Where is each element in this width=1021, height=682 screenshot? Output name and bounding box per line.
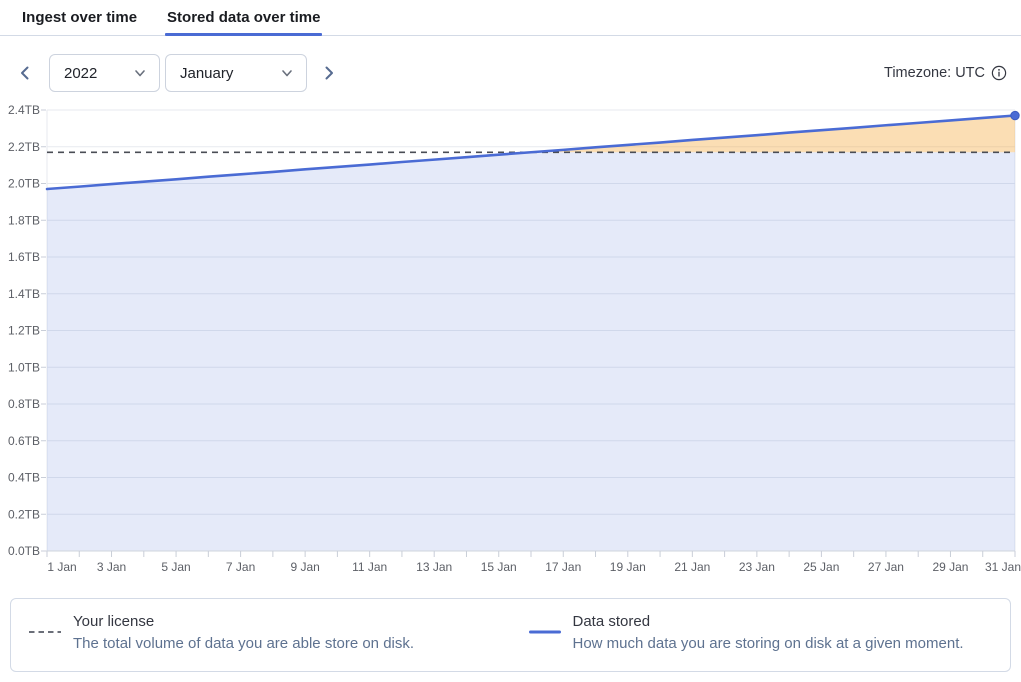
tab-stored-data-over-time[interactable]: Stored data over time (165, 0, 323, 36)
chevron-down-icon (280, 66, 294, 80)
svg-text:19 Jan: 19 Jan (610, 560, 646, 574)
legend-item-your-license: Your license The total volume of data yo… (11, 612, 511, 654)
svg-text:1.0TB: 1.0TB (8, 360, 40, 374)
timezone-label: Timezone: UTC (884, 65, 985, 81)
svg-text:2.4TB: 2.4TB (8, 103, 40, 117)
chevron-down-icon (133, 66, 147, 80)
svg-text:13 Jan: 13 Jan (416, 560, 452, 574)
svg-text:17 Jan: 17 Jan (545, 560, 581, 574)
month-select-value: January (180, 64, 234, 82)
svg-text:3 Jan: 3 Jan (97, 560, 126, 574)
legend-item-data-stored: Data stored How much data you are storin… (511, 612, 1011, 654)
timezone-indicator: Timezone: UTC (884, 65, 1007, 81)
svg-text:21 Jan: 21 Jan (674, 560, 710, 574)
timezone-info-button[interactable] (991, 65, 1007, 81)
svg-text:1.6TB: 1.6TB (8, 250, 40, 264)
svg-text:9 Jan: 9 Jan (290, 560, 319, 574)
tab-bar: Ingest over time Stored data over time (0, 0, 1021, 36)
stored-data-chart[interactable]: 1 Jan 3 Jan 5 Jan 7 Jan 9 Jan 11 Jan 13 Jan 15 … (0, 100, 1021, 595)
next-period-button[interactable] (318, 54, 340, 92)
year-select[interactable]: 2022 (49, 54, 160, 92)
svg-text:31 Jan: 31 Jan (985, 560, 1021, 574)
svg-text:27 Jan: 27 Jan (868, 560, 904, 574)
dashed-line-swatch-icon (29, 621, 61, 654)
legend-title-data-stored: Data stored (572, 613, 651, 630)
info-icon (991, 65, 1007, 81)
svg-text:0.2TB: 0.2TB (8, 507, 40, 521)
svg-text:1.4TB: 1.4TB (8, 287, 40, 301)
svg-text:1 Jan: 1 Jan (47, 560, 76, 574)
chart-legend: Your license The total volume of data yo… (10, 598, 1011, 672)
svg-text:0.0TB: 0.0TB (8, 544, 40, 558)
chevron-left-icon (16, 64, 34, 82)
period-controls: 2022 January Timezone: UTC (14, 54, 1007, 92)
legend-desc-data-stored: How much data you are storing on disk at… (572, 635, 964, 652)
legend-desc-your-license: The total volume of data you are able st… (73, 635, 415, 652)
svg-text:1.2TB: 1.2TB (8, 324, 40, 338)
chart-canvas[interactable]: 1 Jan 3 Jan 5 Jan 7 Jan 9 Jan 11 Jan 13 Jan 15 … (0, 100, 1021, 595)
svg-text:23 Jan: 23 Jan (739, 560, 775, 574)
month-select[interactable]: January (165, 54, 307, 92)
svg-text:2.0TB: 2.0TB (8, 177, 40, 191)
svg-text:0.8TB: 0.8TB (8, 397, 40, 411)
legend-title-your-license: Your license (73, 613, 155, 630)
svg-text:5 Jan: 5 Jan (161, 560, 190, 574)
svg-text:29 Jan: 29 Jan (932, 560, 968, 574)
svg-text:25 Jan: 25 Jan (803, 560, 839, 574)
svg-text:0.4TB: 0.4TB (8, 471, 40, 485)
svg-text:11 Jan: 11 Jan (352, 560, 387, 574)
blue-line-swatch-icon (528, 621, 561, 654)
previous-period-button[interactable] (14, 54, 36, 92)
tab-ingest-over-time[interactable]: Ingest over time (22, 9, 138, 26)
year-select-value: 2022 (64, 64, 98, 82)
svg-text:2.2TB: 2.2TB (8, 140, 40, 154)
svg-text:0.6TB: 0.6TB (8, 434, 40, 448)
svg-text:7 Jan: 7 Jan (226, 560, 255, 574)
chevron-right-icon (320, 64, 338, 82)
svg-text:1.8TB: 1.8TB (8, 213, 40, 227)
svg-text:15 Jan: 15 Jan (481, 560, 517, 574)
